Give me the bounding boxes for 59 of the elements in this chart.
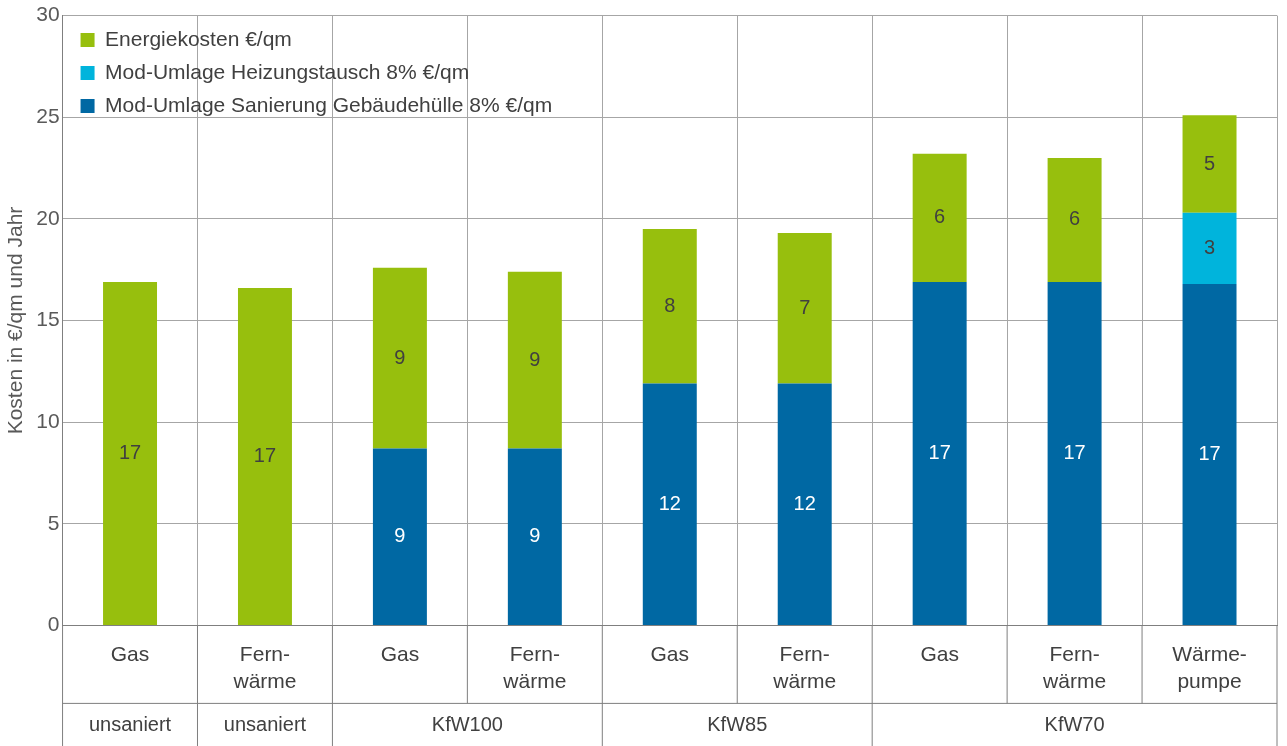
y-tick-label: 15 [36,307,60,331]
x-tick-label: Gas [380,641,420,665]
x-tick-label: Wärme- pumpe [1172,641,1247,693]
bar [1182,115,1237,213]
data-label: 17 [118,440,142,463]
bar [1047,157,1102,282]
x-tick-label: Gas [650,641,690,665]
bar [777,233,832,384]
y-tick-label: 10 [36,408,60,432]
bar [1182,212,1237,284]
text: KfW100 [431,712,503,735]
data-label: 12 [658,491,681,514]
bar [642,383,697,625]
x-tick-label: Fern- wärme [232,641,297,693]
legend-label: Energiekosten €/qm [105,26,292,50]
bar [642,229,697,384]
data-label: 5 [1203,151,1216,174]
data-label: 17 [253,443,277,466]
bar [103,281,158,625]
legend-label: Mod-Umlage Sanierung Gebäudehülle 8% €/qm [105,92,553,116]
data-label: 9 [394,345,406,368]
bar [777,383,832,625]
data-label: 6 [934,205,946,228]
y-tick-label: 5 [47,510,60,534]
data-label: 9 [529,347,541,370]
data-label: 17 [928,440,951,463]
data-label: 17 [1063,440,1086,463]
data-label: 7 [799,295,811,318]
text: KfW85 [707,712,768,735]
bar [507,271,562,449]
data-label: 9 [529,524,541,547]
text: KfW70 [1044,712,1105,735]
bar [507,448,562,625]
bar [237,287,292,625]
x-tick-label: Fern- wärme [772,641,837,693]
x-tick-label: Fern- wärme [502,641,567,693]
y-tick-label: 30 [36,2,60,26]
bar [1182,283,1237,625]
y-axis-title: Kosten in €/qm und Jahr [3,206,27,435]
bar [372,448,427,625]
data-label: 17 [1198,441,1221,464]
bar [372,267,427,449]
data-label: 3 [1203,235,1216,258]
data-label: 8 [664,293,676,316]
data-label: 9 [394,524,406,547]
text: unsaniert [88,712,172,735]
bar [1047,281,1102,625]
bar [912,153,967,282]
data-label: 12 [793,491,816,514]
y-tick-label: 25 [36,104,60,128]
text: unsaniert [223,712,307,735]
data-label: 6 [1069,207,1081,230]
x-tick-label: Gas [920,641,959,665]
y-tick-label: 0 [47,612,60,636]
y-tick-label: 20 [36,205,60,229]
x-tick-label: Gas [110,641,150,665]
x-tick-label: Fern- wärme [1042,641,1107,693]
bar [912,281,967,625]
legend-label: Mod-Umlage Heizungstausch 8% €/qm [105,59,470,83]
